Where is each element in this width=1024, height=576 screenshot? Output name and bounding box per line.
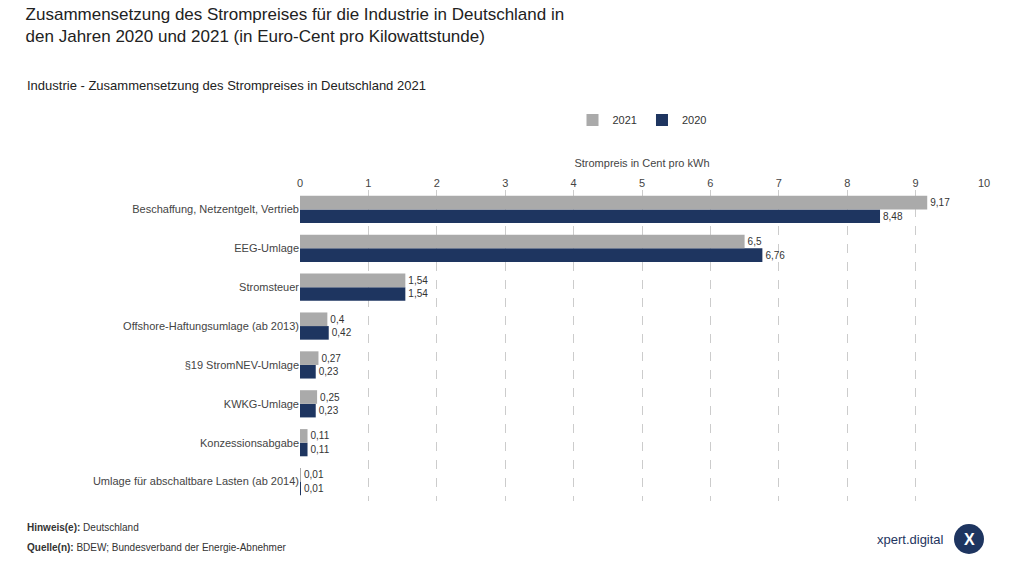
svg-text:10: 10 <box>978 177 990 189</box>
svg-text:Hinweis(e): Deutschland: Hinweis(e): Deutschland <box>27 522 139 533</box>
svg-text:0,01: 0,01 <box>304 469 324 480</box>
svg-text:Stromsteuer: Stromsteuer <box>239 281 299 293</box>
svg-text:Konzessionsabgabe: Konzessionsabgabe <box>200 437 299 449</box>
svg-text:1,54: 1,54 <box>408 288 428 299</box>
svg-text:2021: 2021 <box>613 114 637 126</box>
svg-text:Industrie - Zusammensetzung de: Industrie - Zusammensetzung des Strompre… <box>27 78 426 93</box>
svg-text:KWKG-Umlage: KWKG-Umlage <box>224 398 299 410</box>
svg-text:0: 0 <box>297 177 303 189</box>
svg-text:0,11: 0,11 <box>311 444 330 455</box>
svg-text:§19 StromNEV-Umlage: §19 StromNEV-Umlage <box>185 359 299 371</box>
svg-text:9: 9 <box>913 177 919 189</box>
svg-text:0,23: 0,23 <box>319 405 339 416</box>
svg-text:Strompreis in Cent pro kWh: Strompreis in Cent pro kWh <box>574 157 709 169</box>
svg-text:7: 7 <box>776 177 782 189</box>
svg-text:9,17: 9,17 <box>930 197 950 208</box>
svg-text:8: 8 <box>844 177 850 189</box>
svg-text:Umlage für abschaltbare Lasten: Umlage für abschaltbare Lasten (ab 2014) <box>93 475 299 487</box>
svg-text:0,23: 0,23 <box>319 366 339 377</box>
svg-text:Quelle(n): BDEW; Bundesverband: Quelle(n): BDEW; Bundesverband der Energ… <box>27 542 286 553</box>
svg-text:8,48: 8,48 <box>883 211 903 222</box>
svg-text:4: 4 <box>571 177 577 189</box>
svg-text:5: 5 <box>639 177 645 189</box>
svg-text:0,4: 0,4 <box>330 314 344 325</box>
svg-text:1: 1 <box>365 177 371 189</box>
svg-text:2: 2 <box>434 177 440 189</box>
svg-text:0,01: 0,01 <box>304 483 324 494</box>
svg-text:2020: 2020 <box>682 114 706 126</box>
svg-text:6,5: 6,5 <box>748 236 762 247</box>
svg-text:0,11: 0,11 <box>311 430 330 441</box>
svg-text:6,76: 6,76 <box>765 250 785 261</box>
svg-text:X: X <box>964 531 975 548</box>
svg-text:3: 3 <box>502 177 508 189</box>
svg-text:EEG-Umlage: EEG-Umlage <box>234 242 299 254</box>
svg-text:6: 6 <box>707 177 713 189</box>
svg-text:xpert.digital: xpert.digital <box>877 532 944 547</box>
svg-text:Offshore-Haftungsumlage (ab 20: Offshore-Haftungsumlage (ab 2013) <box>123 320 299 332</box>
svg-text:0,42: 0,42 <box>332 327 352 338</box>
svg-text:Beschaffung, Netzentgelt, Vert: Beschaffung, Netzentgelt, Vertrieb <box>132 203 299 215</box>
svg-text:0,25: 0,25 <box>320 392 340 403</box>
svg-text:1,54: 1,54 <box>408 275 428 286</box>
svg-text:Zusammensetzung des Strompreis: Zusammensetzung des Strompreises für die… <box>26 5 565 46</box>
svg-text:0,27: 0,27 <box>321 353 341 364</box>
